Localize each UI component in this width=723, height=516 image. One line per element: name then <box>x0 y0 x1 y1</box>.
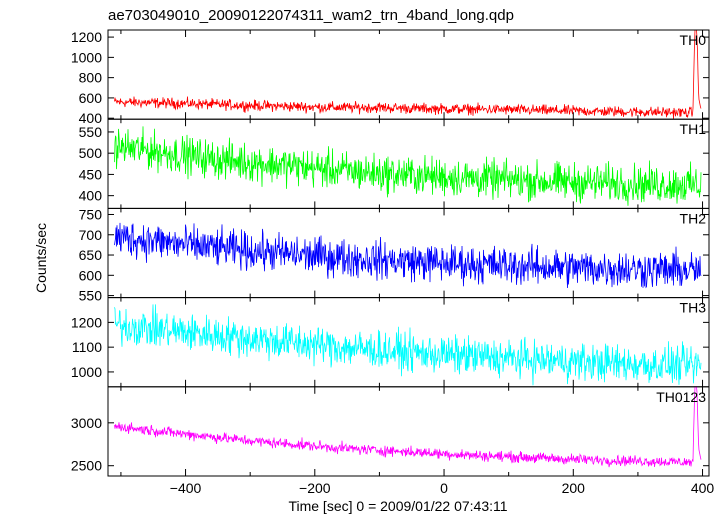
x-tick-label: −200 <box>299 480 331 496</box>
panel-frame <box>107 207 710 299</box>
panel-label: TH2 <box>680 210 707 226</box>
y-tick-label: 1200 <box>71 314 102 330</box>
y-axis-label: Counts/sec <box>33 223 49 293</box>
series-line-th0 <box>114 29 702 119</box>
panel-th0123: 2500 3000 TH0123 <box>71 386 710 477</box>
y-tick-label: 450 <box>79 166 103 182</box>
panel-label: TH0 <box>680 32 707 48</box>
panel-th1: 400 450 500 550 TH1 <box>79 118 710 209</box>
y-tick-label: 1100 <box>72 339 102 355</box>
y-tick-label: 500 <box>79 145 103 161</box>
x-tick-label: −400 <box>170 480 202 496</box>
y-tick-label: 1200 <box>71 29 102 45</box>
y-tick-label: 1000 <box>71 364 102 380</box>
y-tick-label: 1000 <box>71 49 102 65</box>
series-line-th0123 <box>114 386 702 468</box>
x-tick-label: 200 <box>562 480 586 496</box>
plot-panels: 400 600 800 1000 1200 TH0 400 450 500 550 TH1 550 60… <box>71 29 715 496</box>
y-tick-label: 400 <box>79 110 103 126</box>
y-tick-label: 3000 <box>71 415 102 431</box>
series-line-th3 <box>114 304 702 386</box>
series-line-th2 <box>114 222 702 289</box>
panel-th3: 1000 1100 1200 TH3 <box>71 297 710 388</box>
series-line-th1 <box>114 126 702 206</box>
y-tick-label: 700 <box>79 227 103 243</box>
y-tick-label: 800 <box>79 70 103 86</box>
panel-label: TH3 <box>680 300 707 316</box>
y-tick-label: 400 <box>79 188 103 204</box>
x-axis-label: Time [sec] 0 = 2009/01/22 07:43:11 <box>288 498 507 514</box>
chart-title: ae703049010_20090122074311_wam2_trn_4ban… <box>108 7 514 24</box>
y-tick-label: 550 <box>79 288 103 304</box>
x-tick-label: 400 <box>691 480 715 496</box>
panel-label: TH0123 <box>656 389 706 405</box>
y-tick-label: 550 <box>79 124 103 140</box>
x-tick-label: 0 <box>440 480 448 496</box>
panel-th0: 400 600 800 1000 1200 TH0 <box>71 29 710 126</box>
panel-th2: 550 600 650 700 750 TH2 <box>79 206 710 304</box>
panel-frame <box>107 29 710 120</box>
y-tick-label: 600 <box>79 90 103 106</box>
panel-frame <box>107 386 710 477</box>
panel-label: TH1 <box>680 121 707 137</box>
y-tick-label: 600 <box>79 267 103 283</box>
y-tick-label: 2500 <box>71 458 102 474</box>
y-tick-label: 650 <box>79 247 103 263</box>
y-tick-label: 750 <box>79 206 103 222</box>
